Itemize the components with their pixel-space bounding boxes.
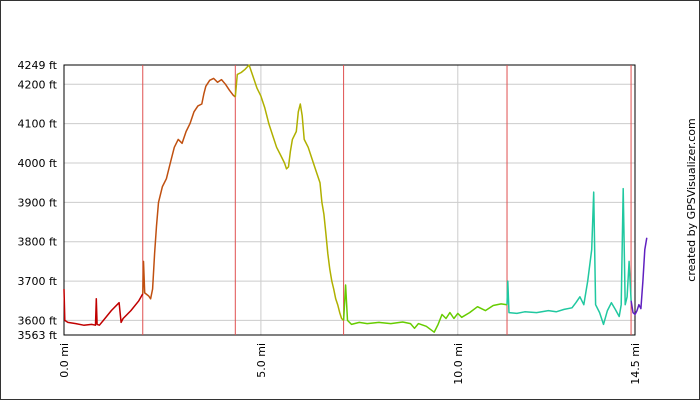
elevation-profile [63,64,648,333]
y-tick-label: 4100 ft [18,118,58,131]
elevation-line-segment [63,288,144,326]
y-tick-label: 4200 ft [18,78,58,91]
y-tick-label: 3900 ft [18,196,58,209]
y-tick-label: 3600 ft [18,314,58,327]
grid-layer [63,64,636,336]
y-axis-tick-labels: 3563 ft 3600 ft 3700 ft 3800 ft 3900 ft 4000 … [18,59,58,342]
credit-text: created by GPSVisualizer.com [685,118,698,281]
elevation-line-segment [630,237,648,316]
elevation-line-segment [234,64,345,321]
y-tick-label: 3700 ft [18,275,58,288]
x-tick-label: 10.0 mi [452,343,465,385]
segment-marker-layer [142,65,632,335]
y-tick-label: 4000 ft [18,157,58,170]
y-tick-label: 3563 ft [18,329,58,342]
y-tick-label: 3800 ft [18,236,58,249]
x-axis-tick-labels: 0.0 mi 5.0 mi 10.0 mi 14.5 mi [58,343,642,385]
elevation-line-segment [342,284,508,333]
x-tick-label: 5.0 mi [255,343,268,378]
y-tick-label: 4249 ft [18,59,58,72]
elevation-line-segment [142,77,236,300]
elevation-line-segment [506,187,632,326]
x-tick-label: 0.0 mi [58,343,71,378]
plot-area-border [63,64,636,336]
x-tick-label: 14.5 mi [629,343,642,385]
